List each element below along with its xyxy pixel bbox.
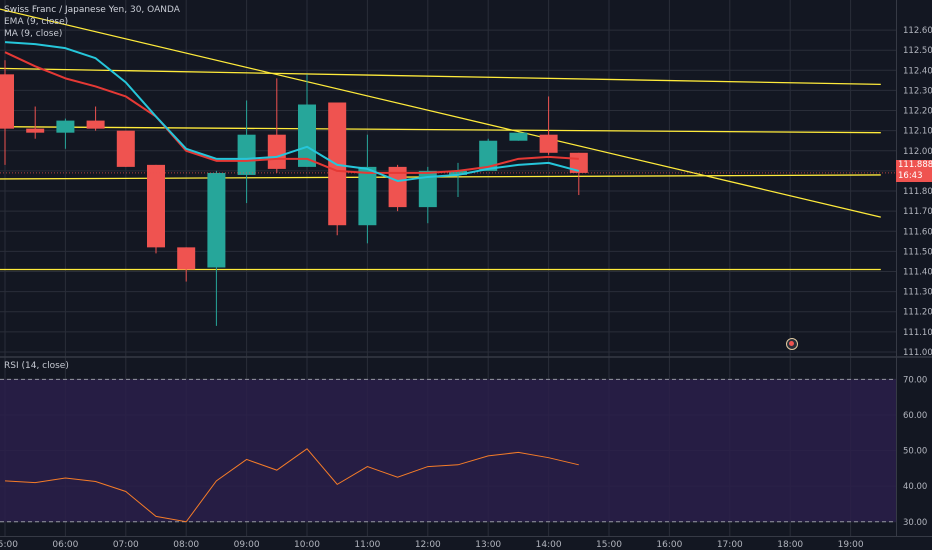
price-tick-label: 112.400	[903, 66, 932, 76]
candle-body	[56, 120, 75, 133]
candle-body	[388, 166, 407, 208]
rsi-band-fill	[0, 379, 896, 522]
price-tick-label: 111.700	[903, 207, 932, 217]
ma-line	[4, 51, 579, 174]
time-tick-label: 07:00	[113, 540, 139, 550]
price-tick-label: 112.000	[903, 147, 932, 157]
symbol-name: Swiss Franc / Japanese Yen	[4, 5, 125, 15]
trendline	[0, 126, 881, 134]
time-tick-label: 17:00	[717, 540, 743, 550]
candle-body	[539, 134, 558, 153]
candle-body	[449, 170, 467, 175]
price-tick-label: 111.300	[903, 288, 932, 298]
rsi-tick-label: 60.00	[903, 411, 927, 421]
time-tick-label: 05:00	[0, 540, 18, 550]
axes: 111.000 111.100 111.200 111.300 111.400 111.5…	[0, 26, 932, 550]
price-tick-label: 111.200	[903, 308, 932, 318]
alert-clock-icon[interactable]	[786, 338, 798, 350]
trendline	[0, 67, 881, 86]
rsi-legend[interactable]: RSI (14, close)	[4, 361, 69, 371]
time-tick-label: 16:00	[656, 540, 682, 550]
candle-body	[298, 104, 316, 167]
price-tick-label: 112.300	[903, 86, 932, 96]
time-tick-label: 12:00	[415, 540, 441, 550]
price-tick-label: 111.800	[903, 187, 932, 197]
price-tick-label: 112.500	[903, 46, 932, 56]
price-tick-label: 111.600	[903, 227, 932, 237]
ema-polyline	[4, 41, 580, 182]
price-tick-label: 111.400	[903, 268, 932, 278]
candle-body	[0, 74, 14, 129]
rsi-tick-label: 30.00	[903, 518, 927, 528]
candle-body	[509, 132, 528, 141]
time-tick-label: 19:00	[838, 540, 864, 550]
rsi-tick-label: 50.00	[903, 447, 927, 457]
candle-body	[479, 140, 498, 171]
price-tick-label: 111.000	[903, 348, 932, 358]
candle-body	[237, 134, 256, 175]
price-tick-label: 112.600	[903, 26, 932, 36]
ma-polyline	[4, 51, 579, 174]
candles	[0, 60, 896, 326]
rsi-polyline	[4, 448, 579, 523]
rsi-tick-label: 40.00	[903, 482, 927, 492]
interval: 30	[129, 5, 142, 15]
candle-body	[358, 166, 377, 226]
candle-body	[267, 134, 286, 169]
ema-line	[4, 41, 580, 182]
candle-body	[207, 172, 226, 268]
time-tick-label: 06:00	[52, 540, 78, 550]
symbol-title[interactable]: Swiss Franc / Japanese Yen, 30, OANDA	[4, 5, 180, 15]
rsi-tick-label: 70.00	[903, 375, 927, 385]
bar-countdown-tag: 16:43	[896, 171, 932, 182]
price-tick-label: 112.200	[903, 107, 932, 117]
time-tick-label: 08:00	[173, 540, 199, 550]
price-tick-label: 112.100	[903, 127, 932, 137]
candle-body	[26, 128, 45, 133]
candle-body	[418, 170, 437, 208]
candle-body	[116, 130, 135, 167]
time-tick-label: 13:00	[475, 540, 501, 550]
price-tick-label: 111.100	[903, 328, 932, 338]
ma-legend[interactable]: MA (9, close)	[4, 29, 63, 39]
candle-body	[86, 120, 105, 129]
last-price-tag: 111.888	[896, 160, 932, 171]
time-tick-label: 09:00	[234, 540, 260, 550]
title-sep-1: ,	[124, 5, 130, 15]
candle-body	[147, 164, 165, 248]
candle-body	[177, 247, 196, 270]
title-sep-2: ,	[141, 5, 148, 15]
time-tick-label: 18:00	[777, 540, 803, 550]
trendline	[0, 8, 881, 218]
price-tick-label: 111.500	[903, 247, 932, 257]
ema-legend[interactable]: EMA (9, close)	[4, 17, 69, 27]
exchange: OANDA	[147, 5, 180, 15]
rsi-band	[0, 378, 896, 523]
rsi-line	[4, 448, 579, 523]
time-tick-label: 15:00	[596, 540, 622, 550]
time-tick-label: 14:00	[536, 540, 562, 550]
time-tick-label: 10:00	[294, 540, 320, 550]
time-tick-label: 11:00	[354, 540, 380, 550]
